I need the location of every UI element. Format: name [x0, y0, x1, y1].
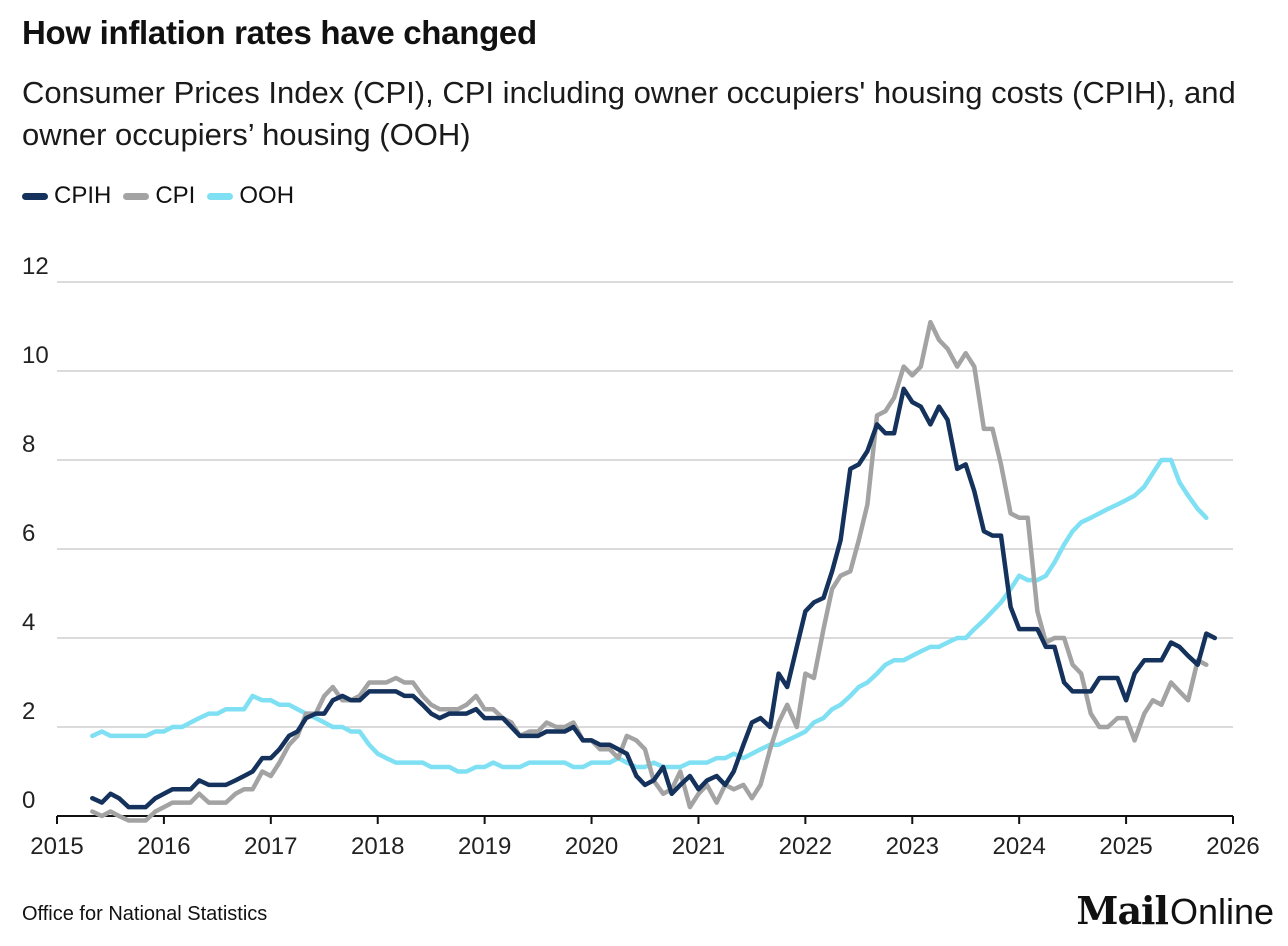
x-tick-label-2019: 2019 — [458, 833, 511, 860]
series-lines — [90, 319, 1218, 823]
legend-swatch-cpih — [22, 192, 48, 200]
series-line-cpih — [90, 386, 1218, 810]
gridlines — [57, 281, 1233, 728]
x-tick-label-2016: 2016 — [137, 833, 190, 860]
x-tick-label-2021: 2021 — [672, 833, 725, 860]
y-tick-label-12: 12 — [22, 253, 49, 280]
y-tick-label-6: 6 — [22, 520, 35, 547]
series-line-cpi — [90, 319, 1209, 823]
brand-mail: Mail — [1076, 888, 1169, 933]
chart-title: How inflation rates have changed — [22, 14, 537, 51]
legend: CPIH CPI OOH — [22, 182, 306, 210]
legend-label-ooh: OOH — [239, 182, 295, 209]
brand-logo: Mail Online — [1076, 888, 1274, 933]
y-tick-label-4: 4 — [22, 609, 35, 636]
y-tick-label-0: 0 — [22, 787, 35, 814]
legend-swatch-cpi — [123, 192, 150, 200]
x-axis: 2015 2016 2017 2018 2019 2020 2021 2022 2023 2024… — [30, 815, 1260, 860]
x-tick-label-2025: 2025 — [1099, 833, 1152, 860]
legend-label-cpih: CPIH — [54, 182, 112, 209]
x-tick-label-2018: 2018 — [351, 833, 404, 860]
legend-swatch-ooh — [207, 192, 234, 200]
legend-item-cpih: CPIH — [22, 182, 111, 210]
y-tick-label-2: 2 — [22, 698, 35, 725]
y-axis-ticks: 0 2 4 6 8 10 12 — [22, 253, 49, 814]
source-note: Office for National Statistics — [22, 903, 268, 925]
legend-label-cpi: CPI — [155, 182, 196, 209]
legend-item-cpi: CPI — [123, 182, 195, 210]
chart-subtitle: Consumer Prices Index (CPI), CPI includi… — [22, 75, 1236, 152]
legend-item-ooh: OOH — [207, 182, 294, 210]
y-tick-label-8: 8 — [22, 431, 35, 458]
brand-online: Online — [1169, 891, 1274, 932]
x-tick-label-2017: 2017 — [244, 833, 297, 860]
x-tick-label-2015: 2015 — [30, 833, 83, 860]
x-tick-label-2020: 2020 — [565, 833, 618, 860]
y-tick-label-10: 10 — [22, 342, 49, 369]
x-tick-label-2024: 2024 — [992, 833, 1045, 860]
x-tick-label-2026: 2026 — [1206, 833, 1259, 860]
x-tick-label-2022: 2022 — [779, 833, 832, 860]
x-tick-label-2023: 2023 — [886, 833, 939, 860]
